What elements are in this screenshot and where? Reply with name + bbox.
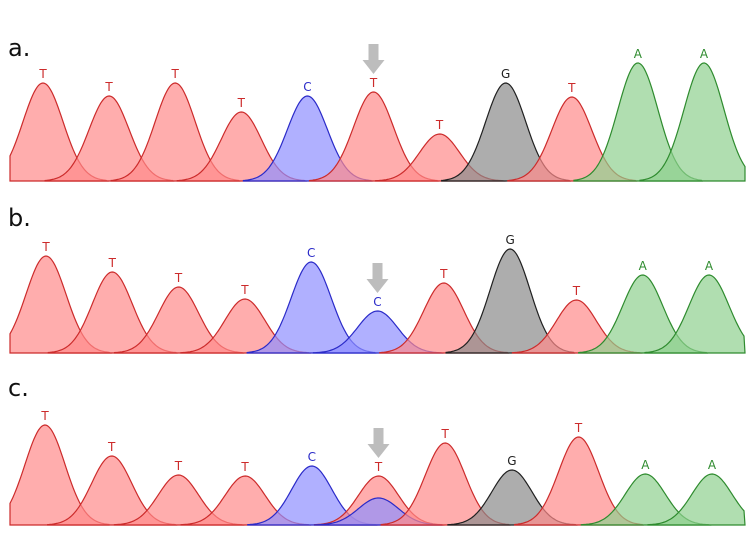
base-label: T xyxy=(108,256,117,270)
panel-label-a: a. xyxy=(8,34,30,62)
peak-a xyxy=(647,473,746,526)
panel-c: T T T T C T T G T A Ac. xyxy=(8,374,746,526)
base-label: A xyxy=(641,458,650,472)
base-label: A xyxy=(705,259,714,273)
base-label: T xyxy=(369,76,378,90)
base-label: A xyxy=(634,47,643,61)
base-label: T xyxy=(441,427,450,441)
base-label: G xyxy=(501,67,510,81)
base-label: T xyxy=(38,67,47,81)
base-label: T xyxy=(104,80,113,94)
base-label: G xyxy=(507,454,516,468)
base-label: T xyxy=(237,96,246,110)
base-label: T xyxy=(567,81,576,95)
base-label: A xyxy=(708,458,717,472)
base-label: G xyxy=(505,233,514,247)
variant-arrow-icon xyxy=(366,263,389,293)
base-label: T xyxy=(107,440,116,454)
base-label: T xyxy=(435,118,444,132)
base-label: T xyxy=(574,421,583,435)
base-label: T xyxy=(171,67,180,81)
base-label: T xyxy=(240,460,249,474)
panel-b: T T T T C C T G T A Ab. xyxy=(8,204,746,354)
variant-arrow-icon xyxy=(362,44,385,74)
panel-label-b: b. xyxy=(8,204,31,232)
peak-a xyxy=(639,62,746,182)
base-label: T xyxy=(174,459,183,473)
panel-label-c: c. xyxy=(8,374,29,402)
base-label: T xyxy=(439,267,448,281)
base-label: C xyxy=(308,450,316,464)
base-label: A xyxy=(700,47,709,61)
variant-arrow-icon xyxy=(367,428,390,458)
base-label: C xyxy=(307,246,315,260)
base-label: C xyxy=(373,295,381,309)
peak-a xyxy=(644,274,746,354)
base-label: T xyxy=(40,409,49,423)
base-label: T xyxy=(174,271,183,285)
base-label: T xyxy=(41,240,50,254)
base-label: C xyxy=(303,80,311,94)
base-label: T xyxy=(240,283,249,297)
base-label: T xyxy=(572,284,581,298)
base-label: T xyxy=(374,460,383,474)
panel-a: T T T T C T T G T A Aa. xyxy=(8,34,746,182)
base-label: A xyxy=(639,259,648,273)
